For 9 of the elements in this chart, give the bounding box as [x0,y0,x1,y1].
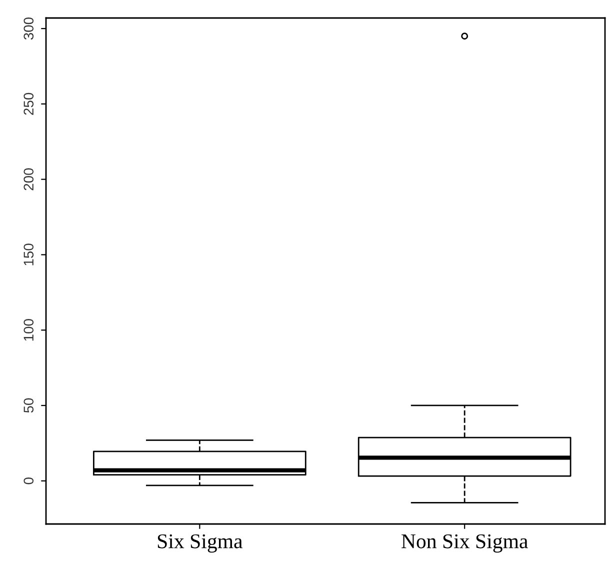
x-tick-label: Six Sigma [158,534,242,553]
y-tick-label: 100 [24,319,34,341]
y-tick-label: 250 [24,92,34,115]
y-tick-label: 0 [24,478,34,484]
y-tick-label: 50 [24,398,34,413]
x-tick-label: Non Six Sigma [402,534,528,553]
y-tick-label: 150 [24,244,34,266]
y-tick-label: 200 [24,168,34,190]
y-tick-label: 300 [24,18,34,40]
